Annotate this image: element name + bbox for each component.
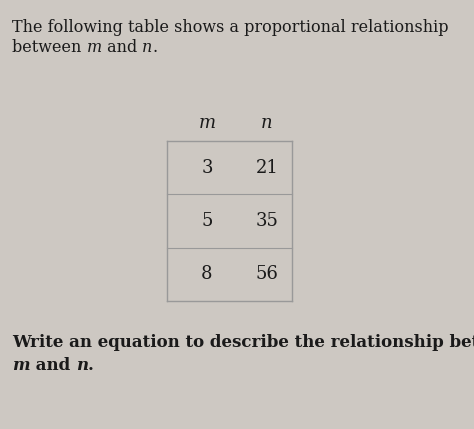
Text: and: and xyxy=(29,357,76,374)
Text: n: n xyxy=(76,357,88,374)
Text: m: m xyxy=(86,39,101,56)
Text: n: n xyxy=(261,114,273,132)
Text: and: and xyxy=(101,39,142,56)
Text: 21: 21 xyxy=(255,159,278,177)
Text: between: between xyxy=(12,39,86,56)
Text: Write an equation to describe the relationship between: Write an equation to describe the relati… xyxy=(12,334,474,351)
Text: 56: 56 xyxy=(255,265,278,283)
Text: n: n xyxy=(142,39,152,56)
Text: m: m xyxy=(12,357,29,374)
Text: The following table shows a proportional relationship: The following table shows a proportional… xyxy=(12,19,448,36)
Text: .: . xyxy=(152,39,157,56)
Text: 8: 8 xyxy=(201,265,213,283)
Text: m: m xyxy=(199,114,216,132)
Text: .: . xyxy=(88,357,94,374)
Text: 5: 5 xyxy=(201,212,213,230)
Text: 35: 35 xyxy=(255,212,278,230)
Text: 3: 3 xyxy=(201,159,213,177)
